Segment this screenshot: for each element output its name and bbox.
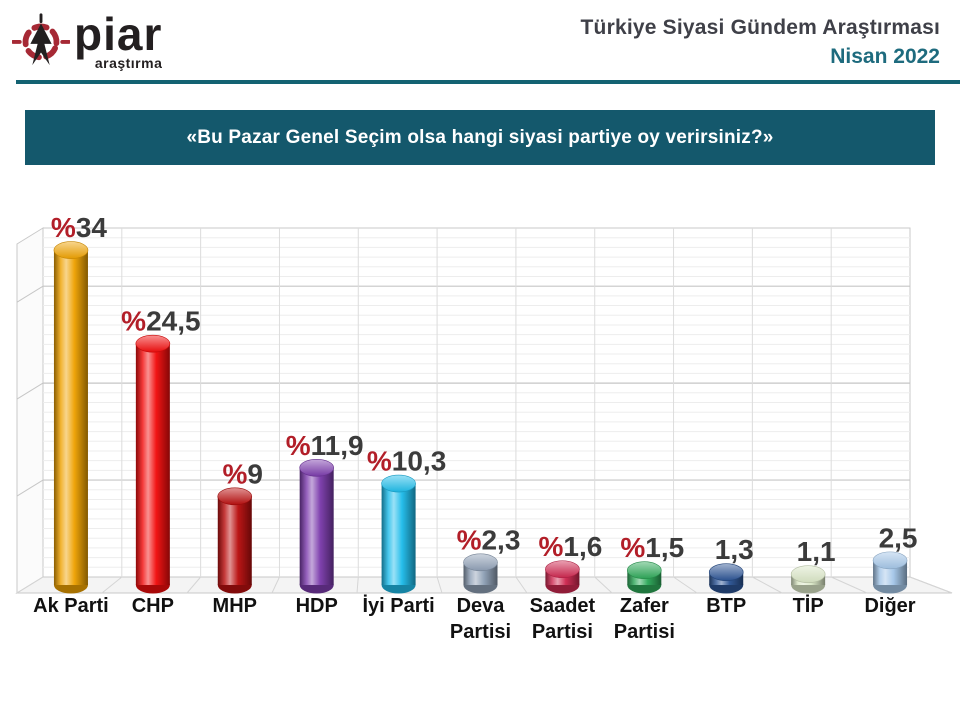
category-label: Saadet [530,595,596,617]
category-label: Partisi [614,621,675,643]
category-label: TİP [793,594,824,617]
category-label: BTP [706,595,746,617]
report-title: Türkiye Siyasi Gündem Araştırması [580,16,940,39]
bar-Diğer [872,551,908,594]
bar-Ak Parti [53,241,89,594]
category-label: Diğer [864,595,915,617]
header-titles: Türkiye Siyasi Gündem Araştırması Nisan … [581,16,940,69]
question-banner: «Bu Pazar Genel Seçim olsa hangi siyasi … [25,110,935,165]
category-label: MHP [213,595,257,617]
value-label: %11,9 [286,430,364,461]
bar-Saadet Partisi [545,560,580,594]
category-label: Ak Parti [33,595,109,617]
value-label: %9 [223,458,263,489]
category-label: Zafer [620,595,669,617]
bar-CHP [135,334,171,594]
value-label: %1,5 [620,532,684,563]
bar-BTP [708,563,744,594]
logo-text: piar [74,8,163,60]
bar-TİP [790,565,826,594]
bar-Deva Partisi [463,553,498,594]
bar-Zafer Partisi [627,561,662,594]
left-wall [16,227,44,594]
value-label: %1,6 [538,531,602,562]
bar-HDP [299,458,334,594]
value-label: 1,1 [797,536,836,567]
logo: piar araştırma [12,6,162,72]
header-divider [16,80,960,84]
value-label: %2,3 [457,524,521,555]
value-label: %24,5 [121,306,200,337]
arrow-up-glyph [30,23,52,66]
report-date: Nisan 2022 [830,45,940,68]
category-label: CHP [132,595,174,617]
category-label: İyi Parti [362,594,434,617]
category-label: Partisi [450,621,511,643]
chart-labels: %34 Ak Parti %24,5 CHP %9 MHP %11,9 HDP %10,3 İyi… [33,212,917,643]
chart-bars [53,241,908,594]
category-label: Deva [457,595,506,617]
logo-subtext: araştırma [94,55,163,72]
compass-icon [12,13,70,66]
question-text: «Bu Pazar Genel Seçim olsa hangi siyasi … [186,126,774,148]
value-label: %10,3 [367,446,446,477]
value-label: %34 [51,212,107,243]
bar-MHP [217,487,253,594]
value-label: 2,5 [879,522,918,553]
bar-İyi Parti [381,474,416,594]
header: piar araştırma Türkiye Siyasi Gündem Ara… [0,0,960,84]
category-label: HDP [296,595,338,617]
category-label: Partisi [532,621,593,643]
value-label: 1,3 [715,534,754,565]
